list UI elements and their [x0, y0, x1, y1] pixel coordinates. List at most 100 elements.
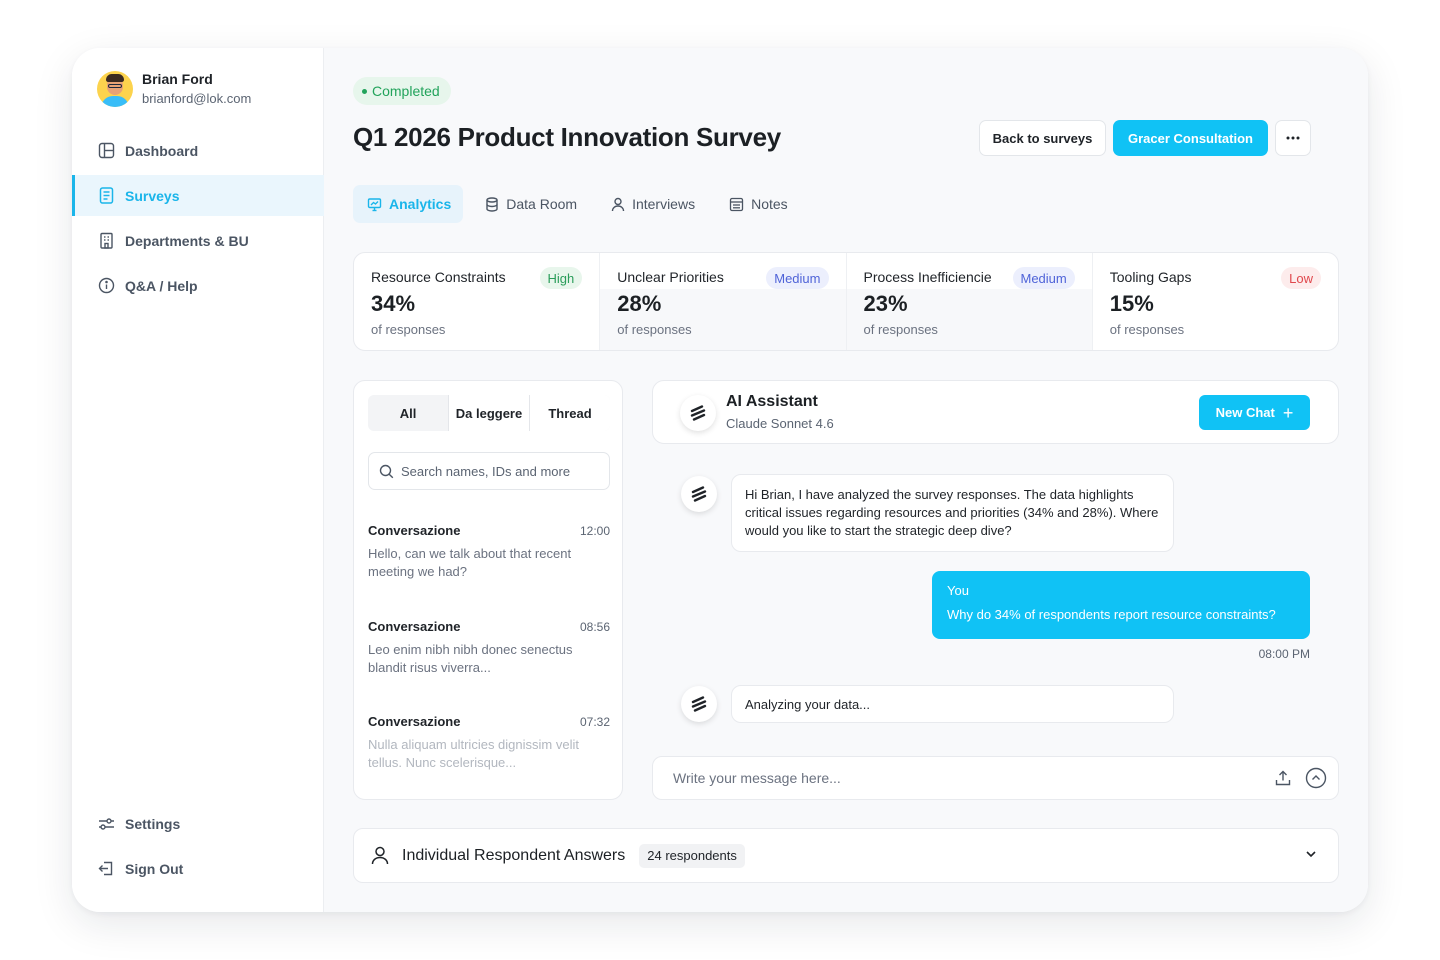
metrics-row: Resource Constraints High 34% of respons… — [353, 252, 1339, 351]
respondents-accordion[interactable]: Individual Respondent Answers 24 respond… — [353, 828, 1339, 883]
tab-notes[interactable]: Notes — [715, 185, 800, 223]
status-dot-icon — [362, 88, 367, 94]
sidebar-item-dashboard[interactable]: Dashboard — [72, 130, 324, 171]
metric-card[interactable]: Resource Constraints High 34% of respons… — [354, 253, 601, 350]
list-item[interactable]: Conversazione 12:00 Hello, can we talk a… — [368, 523, 610, 581]
conversation-time: 08:56 — [579, 619, 610, 634]
user-name: Brian Ford — [142, 71, 213, 87]
status-badge: Completed — [353, 77, 451, 105]
metric-card[interactable]: Unclear Priorities Medium 28% of respons… — [600, 253, 847, 350]
conversation-filter: All Da leggere Thread — [368, 395, 610, 431]
conversation-time: 12:00 — [579, 523, 610, 538]
sidebar-nav: Dashboard Surveys Departments & BU Q&A /… — [72, 130, 324, 310]
user-message: You Why do 34% of respondents report res… — [932, 571, 1310, 639]
metric-card[interactable]: Process Inefficiencie Medium 23% of resp… — [846, 253, 1093, 350]
priority-badge: Medium — [766, 267, 829, 289]
back-to-surveys-button[interactable]: Back to surveys — [979, 120, 1106, 156]
priority-badge: Medium — [1012, 267, 1075, 289]
user-icon — [611, 197, 625, 212]
document-icon — [97, 187, 115, 205]
sidebar-item-settings[interactable]: Settings — [72, 803, 324, 844]
assistant-message: Analyzing your data... — [731, 685, 1174, 723]
sidebar-footer: Settings Sign Out — [72, 803, 324, 893]
user-profile[interactable]: Brian Ford brianford@lok.com — [97, 70, 251, 108]
ai-logo-icon — [681, 686, 717, 722]
metric-value: 34% — [371, 291, 416, 316]
search-input[interactable] — [401, 463, 601, 479]
conversation-time: 07:32 — [579, 714, 610, 729]
search-box — [368, 452, 610, 490]
upload-icon[interactable] — [1272, 767, 1294, 789]
ai-logo-icon — [681, 476, 717, 512]
plus-icon: + — [1282, 402, 1294, 423]
info-icon — [97, 277, 115, 295]
sidebar-item-help[interactable]: Q&A / Help — [72, 265, 324, 306]
respondents-title: Individual Respondent Answers — [402, 846, 626, 864]
metric-value: 23% — [863, 291, 908, 316]
sidebar-item-label: Surveys — [125, 187, 180, 204]
user-icon — [371, 846, 389, 865]
metric-caption: of responses — [863, 322, 938, 337]
message-text: Why do 34% of respondents report resourc… — [947, 607, 1276, 622]
filter-thread[interactable]: Thread — [529, 395, 610, 431]
conversation-preview: Nulla aliquam ultricies dignissim velit … — [368, 737, 579, 770]
sign-out-icon — [97, 860, 115, 878]
message-author: You — [947, 583, 969, 598]
conversation-preview: Leo enim nibh nibh donec senectus blandi… — [368, 642, 573, 675]
list-item[interactable]: Conversazione 08:56 Leo enim nibh nibh d… — [368, 619, 610, 677]
tab-bar: Analytics Data Room Interviews Notes — [353, 185, 800, 223]
conversation-list-panel: All Da leggere Thread Conversazione 12:0… — [353, 380, 623, 800]
list-item[interactable]: Conversazione 07:32 Nulla aliquam ultric… — [368, 714, 610, 772]
sidebar: Brian Ford brianford@lok.com Dashboard S… — [72, 48, 324, 912]
metric-value: 28% — [617, 291, 662, 316]
respondents-count-badge: 24 respondents — [639, 843, 745, 868]
notes-icon — [729, 197, 744, 212]
consultation-button[interactable]: Gracer Consultation — [1113, 120, 1268, 156]
app-window: Brian Ford brianford@lok.com Dashboard S… — [72, 48, 1368, 912]
sidebar-item-label: Sign Out — [125, 860, 184, 877]
main-content: Completed Q1 2026 Product Innovation Sur… — [324, 48, 1368, 912]
page-title: Q1 2026 Product Innovation Survey — [353, 122, 781, 152]
chat-title: AI Assistant — [726, 393, 818, 410]
metric-label: Resource Constraints — [371, 269, 506, 285]
sidebar-item-departments[interactable]: Departments & BU — [72, 220, 324, 261]
filter-all[interactable]: All — [399, 405, 417, 421]
header-actions: Back to surveys Gracer Consultation — [979, 120, 1311, 156]
conversation-preview: Hello, can we talk about that recent mee… — [368, 546, 572, 579]
sidebar-item-label: Q&A / Help — [125, 277, 198, 294]
metric-card[interactable]: Tooling Gaps Low 15% of responses — [1093, 253, 1338, 350]
message-composer — [652, 756, 1339, 800]
tab-interviews[interactable]: Interviews — [597, 185, 707, 223]
presentation-icon — [367, 197, 382, 212]
sliders-icon — [97, 815, 115, 833]
assistant-message: Hi Brian, I have analyzed the survey res… — [731, 474, 1174, 552]
more-options-button[interactable] — [1275, 120, 1311, 156]
ai-logo-icon — [680, 395, 716, 431]
user-email: brianford@lok.com — [142, 91, 252, 106]
priority-badge: High — [539, 267, 583, 289]
new-chat-button[interactable]: New Chat + — [1199, 395, 1310, 430]
sidebar-item-sign-out[interactable]: Sign Out — [72, 848, 324, 889]
metric-label: Tooling Gaps — [1109, 269, 1192, 285]
database-icon — [485, 196, 499, 212]
conversation-title: Conversazione — [368, 523, 461, 538]
chevron-down-icon[interactable] — [1304, 847, 1318, 861]
sidebar-item-label: Departments & BU — [125, 232, 249, 249]
message-timestamp: 08:00 PM — [1258, 647, 1310, 661]
tab-data-room[interactable]: Data Room — [471, 185, 589, 223]
building-icon — [97, 232, 115, 250]
filter-unread[interactable]: Da leggere — [448, 395, 529, 431]
metric-value: 15% — [1109, 291, 1154, 316]
send-icon[interactable] — [1305, 767, 1327, 789]
chat-model: Claude Sonnet 4.6 — [726, 416, 834, 431]
metric-caption: of responses — [617, 322, 692, 337]
chat-header: AI Assistant Claude Sonnet 4.6 New Chat … — [652, 380, 1339, 444]
search-icon — [379, 464, 394, 479]
ellipsis-icon — [1286, 136, 1300, 140]
metric-caption: of responses — [371, 322, 446, 337]
layout-icon — [97, 142, 115, 160]
tab-analytics[interactable]: Analytics — [353, 185, 464, 223]
message-input[interactable] — [673, 770, 1272, 786]
sidebar-item-surveys[interactable]: Surveys — [72, 175, 324, 216]
conversation-title: Conversazione — [368, 619, 461, 634]
